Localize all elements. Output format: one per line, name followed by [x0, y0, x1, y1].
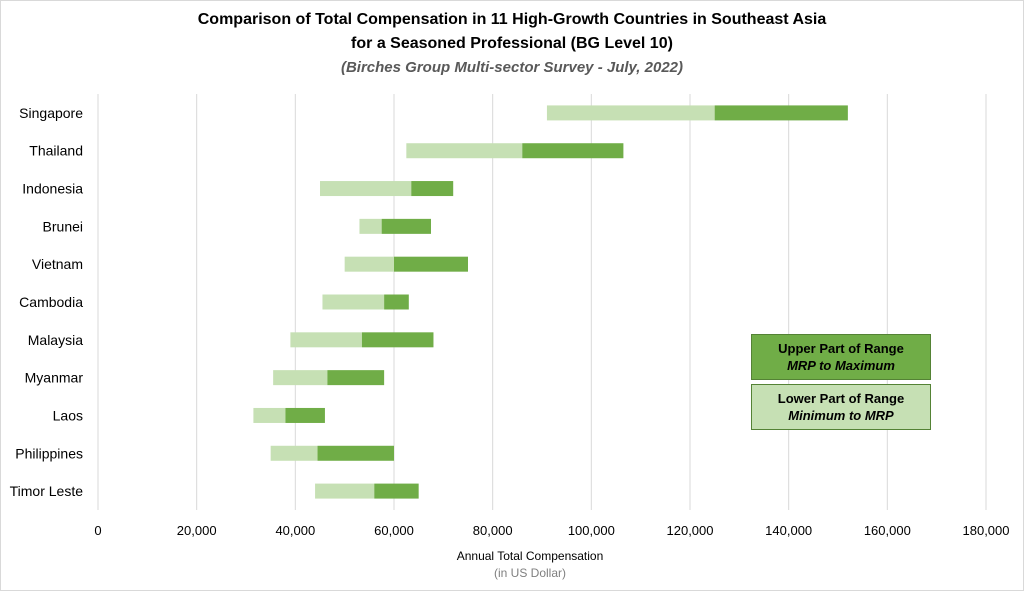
bar-lower-range [345, 257, 394, 272]
category-label: Laos [53, 407, 83, 423]
legend-lower-title: Lower Part of Range [752, 391, 930, 406]
bar-upper-range [382, 219, 431, 234]
x-tick-label: 180,000 [963, 523, 1010, 538]
bar-upper-range [394, 257, 468, 272]
bar-upper-range [318, 446, 394, 461]
category-label: Myanmar [25, 370, 84, 386]
x-tick-label: 120,000 [667, 523, 714, 538]
bar-lower-range [547, 105, 715, 120]
bar-upper-range [522, 143, 623, 158]
bar-lower-range [271, 446, 318, 461]
bar-lower-range [315, 484, 374, 499]
bar-upper-range [411, 181, 453, 196]
x-tick-label: 100,000 [568, 523, 615, 538]
legend-upper-subtitle: MRP to Maximum [752, 358, 930, 373]
bar-upper-range [285, 408, 324, 423]
category-label: Singapore [19, 105, 83, 121]
legend-upper-range: Upper Part of Range MRP to Maximum [751, 334, 931, 380]
legend-lower-range: Lower Part of Range Minimum to MRP [751, 384, 931, 430]
category-label: Cambodia [19, 294, 83, 310]
x-tick-label: 0 [94, 523, 101, 538]
bar-upper-range [715, 105, 848, 120]
bar-lower-range [406, 143, 522, 158]
bar-lower-range [320, 181, 411, 196]
x-tick-label: 60,000 [374, 523, 414, 538]
x-tick-label: 40,000 [275, 523, 315, 538]
category-label: Brunei [43, 218, 83, 234]
x-tick-label: 80,000 [473, 523, 513, 538]
x-axis-label: Annual Total Compensation [380, 549, 680, 563]
legend-lower-subtitle: Minimum to MRP [752, 408, 930, 423]
bar-lower-range [273, 370, 327, 385]
x-tick-label: 20,000 [177, 523, 217, 538]
bar-upper-range [374, 484, 418, 499]
category-label: Timor Leste [10, 483, 84, 499]
x-axis-sublabel: (in US Dollar) [380, 566, 680, 580]
category-label: Philippines [15, 445, 83, 461]
x-tick-label: 140,000 [765, 523, 812, 538]
bar-lower-range [322, 295, 384, 310]
bar-lower-range [290, 332, 362, 347]
category-label: Thailand [29, 143, 83, 159]
category-label: Malaysia [28, 332, 83, 348]
category-label: Indonesia [22, 181, 83, 197]
legend-upper-title: Upper Part of Range [752, 341, 930, 356]
x-tick-label: 160,000 [864, 523, 911, 538]
bar-lower-range [253, 408, 285, 423]
bar-upper-range [362, 332, 434, 347]
category-label: Vietnam [32, 256, 83, 272]
range-bar-chart: 0 20,000 40,000 60,000 80,000 100,000 120,000 1… [0, 0, 1024, 591]
bar-upper-range [327, 370, 384, 385]
bar-lower-range [359, 219, 381, 234]
bar-upper-range [384, 295, 409, 310]
